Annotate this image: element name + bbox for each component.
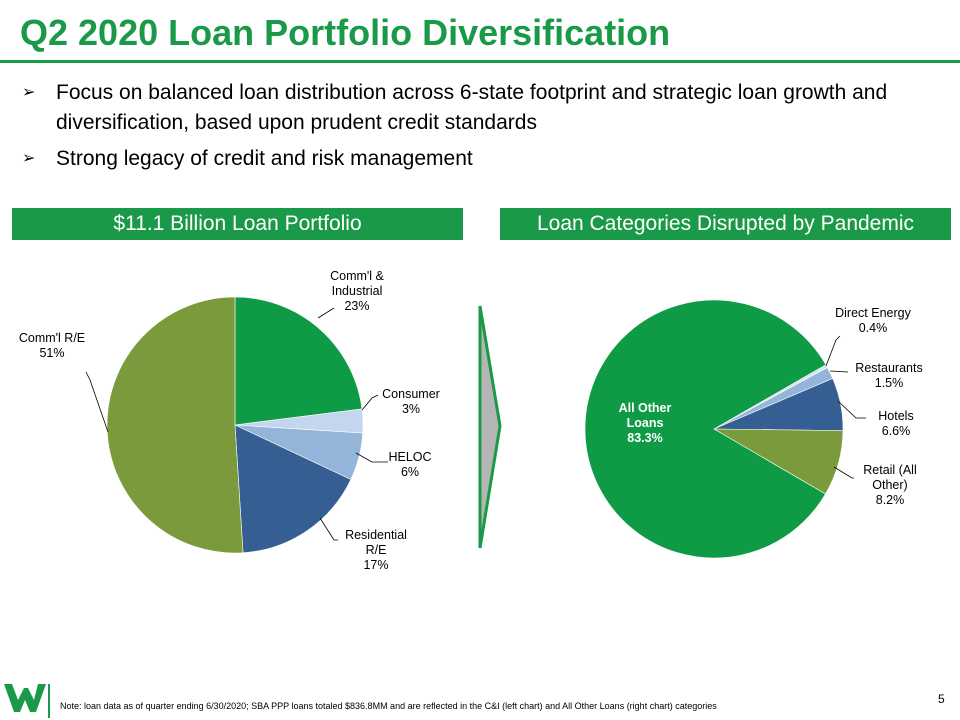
pie-slice (106, 296, 244, 554)
slice-value-label: 8.2% (876, 493, 905, 507)
bullet-text: Strong legacy of credit and risk managem… (56, 147, 473, 170)
footer-note: Note: loan data as of quarter ending 6/3… (60, 701, 717, 711)
transition-arrow-icon (478, 305, 502, 549)
slice-label: All Other Loans 83.3% (619, 401, 672, 445)
slice-label: Retail (All Other) 8.2% (863, 463, 917, 507)
arrow-bullet-icon: ➢ (22, 150, 36, 167)
bullet-item: ➢ Strong legacy of credit and risk manage… (22, 144, 942, 174)
slice-value-label: 51% (39, 346, 64, 360)
slice-value-label: 6% (401, 465, 419, 479)
slice-label: Comm'l & Industrial 23% (330, 269, 384, 313)
slice-value-label: 6.6% (882, 424, 911, 438)
bullet-item: ➢ Focus on balanced loan distribution acr… (22, 78, 942, 138)
slice-value-label: 17% (363, 558, 388, 572)
slice-value-label: 3% (402, 402, 420, 416)
slice-label: Comm'l R/E 51% (19, 331, 85, 360)
leader-line (361, 394, 379, 411)
bank-logo-icon (4, 684, 46, 712)
slice-label-line: Hotels (878, 409, 913, 423)
right-pie-chart (584, 299, 844, 559)
slice-label: Restaurants 1.5% (855, 361, 922, 390)
bullet-text: Focus on balanced loan distribution acro… (56, 81, 888, 134)
slice-value-label: 0.4% (859, 321, 888, 335)
pie-slice (234, 296, 363, 426)
leader-line (355, 452, 388, 463)
slice-value-label: 1.5% (875, 376, 904, 390)
page-number: 5 (938, 692, 945, 706)
title-divider (0, 60, 960, 63)
slice-label: Hotels 6.6% (878, 409, 913, 438)
slice-label-line: Consumer (382, 387, 440, 401)
left-panel-title: $11.1 Billion Loan Portfolio (12, 208, 463, 240)
slice-label-line: Residential (345, 528, 407, 542)
leader-line (85, 371, 109, 433)
pie-slice (584, 299, 827, 559)
slice-label: Consumer 3% (382, 387, 440, 416)
page-title: Q2 2020 Loan Portfolio Diversification (20, 12, 671, 53)
right-pie-labels: Direct Energy 0.4% Restaurants 1.5% Hotels 6.… (619, 306, 923, 507)
slice-label-line: Retail (All (863, 463, 917, 477)
leader-line (319, 517, 338, 541)
slice-label-line: HELOC (388, 450, 431, 464)
slice-value-label: 83.3% (627, 431, 662, 445)
left-pie-labels: Comm'l & Industrial 23% Consumer 3% HELOC 6% Re… (19, 269, 440, 572)
slice-label: HELOC 6% (388, 450, 431, 479)
left-pie-chart (106, 296, 364, 554)
pie-slice (234, 424, 352, 554)
leader-line (829, 370, 849, 373)
leader-line (833, 466, 854, 479)
slice-label-line: Comm'l & (330, 269, 384, 283)
leader-line (825, 335, 841, 367)
slice-label: Direct Energy 0.4% (835, 306, 911, 335)
slice-label-line: Loans (627, 416, 664, 430)
leader-line (317, 307, 335, 319)
slice-label-line: All Other (619, 401, 672, 415)
slice-label-line: Other) (872, 478, 907, 492)
slice-label-line: R/E (366, 543, 387, 557)
leader-line (837, 400, 866, 419)
charts-canvas: Comm'l & Industrial 23% Consumer 3% HELOC 6% Re… (19, 269, 923, 572)
slice-label-line: Restaurants (855, 361, 922, 375)
slice-value-label: 23% (344, 299, 369, 313)
slice-label-line: Comm'l R/E (19, 331, 85, 345)
arrow-bullet-icon: ➢ (22, 84, 36, 101)
slice-label-line: Direct Energy (835, 306, 911, 320)
bullet-list: ➢ Focus on balanced loan distribution acr… (22, 78, 942, 180)
slice-label-line: Industrial (332, 284, 383, 298)
footer-divider (48, 684, 50, 718)
right-panel-title: Loan Categories Disrupted by Pandemic (500, 208, 951, 240)
slice-label: Residential R/E 17% (345, 528, 407, 572)
